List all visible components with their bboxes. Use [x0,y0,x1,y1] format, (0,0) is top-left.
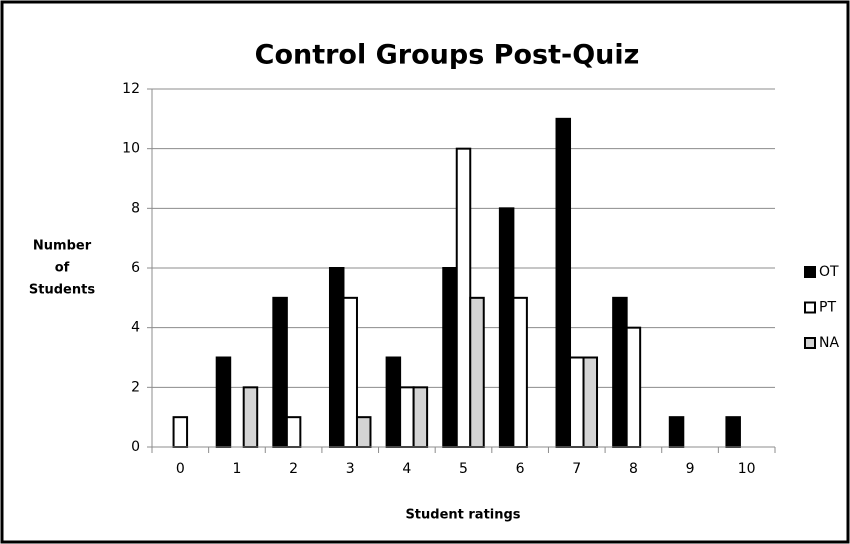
y-tick-label: 4 [131,320,140,336]
legend-swatch [804,337,816,349]
legend-swatch [804,266,816,278]
bar [172,416,189,448]
chart-title: Control Groups Post-Quiz [255,40,640,71]
bar [668,416,685,448]
bar [412,386,429,449]
x-tick-label: 2 [289,461,298,477]
y-tick-label: 10 [122,141,140,157]
bar [442,267,458,448]
bar [625,326,642,448]
y-tick-label: 2 [131,379,140,395]
legend-swatch [804,301,816,314]
bar [725,416,741,448]
bar [512,296,528,449]
bar [272,296,288,449]
bar [582,356,599,448]
x-axis-title: Student ratings [405,508,520,523]
bar [355,416,372,448]
x-tick-label: 0 [176,461,185,477]
bar [455,147,472,449]
x-tick-label: 5 [459,461,468,477]
x-tick-label: 4 [402,461,411,477]
bar [399,386,415,449]
y-tick-label: 6 [131,260,140,276]
y-tick-label: 0 [131,439,140,455]
x-tick-label: 9 [686,461,695,477]
bar [385,356,402,448]
bar [498,207,515,448]
y-tick-label: 8 [131,200,140,216]
bar [469,296,485,449]
y-axis-title: Number [33,239,92,254]
bar [569,356,585,448]
x-tick-label: 7 [572,461,581,477]
x-tick-label: 6 [516,461,525,477]
x-tick-label: 1 [232,461,241,477]
x-tick-label: 10 [738,461,756,477]
legend-label: PT [819,300,836,316]
bar [215,356,232,448]
bar [328,267,345,448]
legend-label: OT [819,264,839,280]
y-axis-title: Students [29,283,95,298]
bar [342,296,358,449]
legend-label: NA [819,335,839,351]
y-tick-label: 12 [122,81,140,97]
x-tick-label: 3 [346,461,355,477]
bar [612,296,628,449]
bar [555,117,572,448]
y-axis-title: of [55,261,70,276]
bar [285,416,302,448]
x-tick-label: 8 [629,461,638,477]
bar [242,386,259,449]
